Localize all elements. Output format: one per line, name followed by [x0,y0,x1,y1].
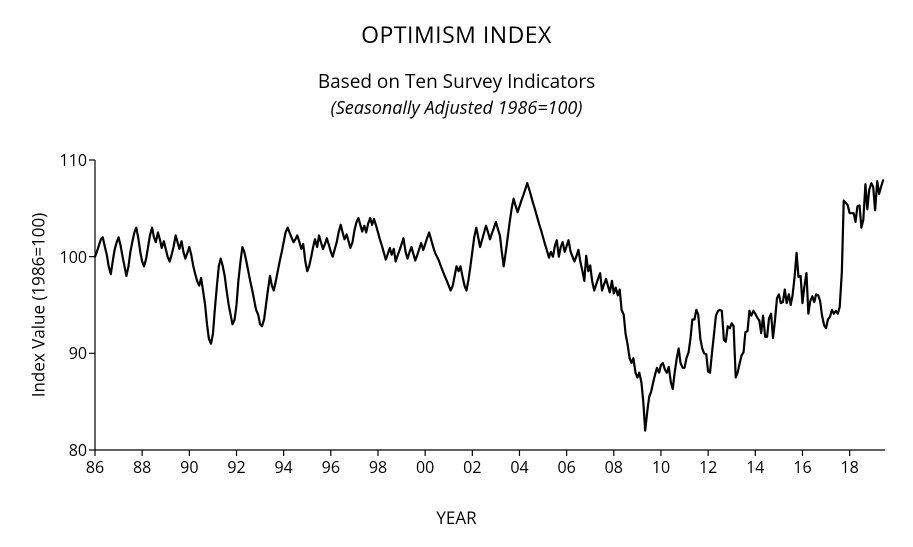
optimism-index-chart: OPTIMISM INDEX Based on Ten Survey Indic… [0,0,913,547]
x-tick-label: 92 [227,456,245,478]
x-tick-label: 94 [275,456,293,478]
series-line [95,180,883,430]
y-tick-label: 110 [60,149,87,171]
x-tick-label: 10 [652,456,670,478]
y-tick-label: 80 [69,439,87,461]
x-tick-label: 14 [746,456,764,478]
y-axis-title: Index Value (1986=100) [27,213,50,398]
x-tick-label: 12 [699,456,717,478]
plot-area: 8090100110868890929496980002040608101214… [95,160,885,450]
x-tick-label: 88 [133,456,151,478]
x-tick-label: 08 [605,456,623,478]
y-tick-label: 100 [60,246,87,268]
chart-note: (Seasonally Adjusted 1986=100) [0,96,913,120]
x-tick-label: 86 [86,456,104,478]
x-tick-label: 06 [557,456,575,478]
x-tick-label: 04 [510,456,528,478]
x-tick-label: 02 [463,456,481,478]
x-tick-label: 16 [793,456,811,478]
chart-subtitle: Based on Ten Survey Indicators [0,68,913,94]
line-chart-svg [95,160,885,450]
x-tick-label: 96 [322,456,340,478]
x-tick-label: 90 [180,456,198,478]
chart-titles: OPTIMISM INDEX Based on Ten Survey Indic… [0,0,913,120]
x-tick-label: 00 [416,456,434,478]
x-tick-label: 98 [369,456,387,478]
x-axis-title: YEAR [436,506,476,529]
x-tick-label: 18 [840,456,858,478]
chart-title: OPTIMISM INDEX [0,18,913,50]
y-tick-label: 90 [69,342,87,364]
